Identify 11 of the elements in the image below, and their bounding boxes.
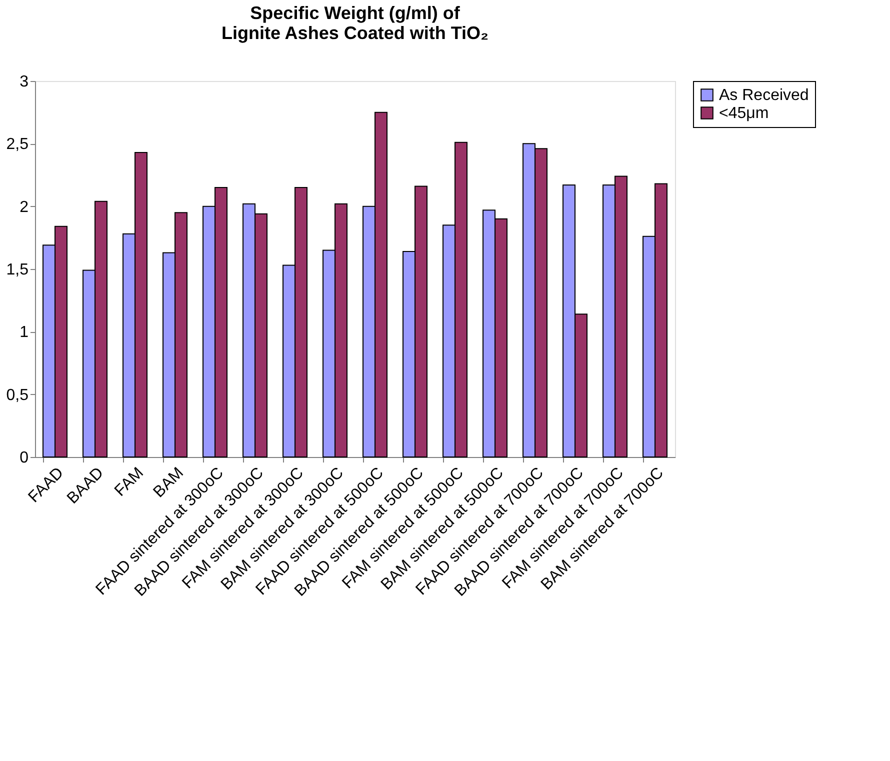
legend-label: As Received bbox=[719, 87, 809, 104]
y-tick-label: 2 bbox=[20, 198, 29, 216]
y-tick-label: 3 bbox=[20, 74, 29, 90]
text: Lignite Ashes Coated with TiO₂ bbox=[221, 23, 489, 43]
text: Specific Weight (g/ml) of bbox=[250, 3, 460, 23]
legend-label: <45μm bbox=[719, 105, 769, 122]
y-tick-label: 0,5 bbox=[6, 386, 29, 404]
y-tick-label: 1 bbox=[20, 324, 29, 342]
y-tick-label: 0 bbox=[20, 450, 29, 466]
y-tick-label: 1,5 bbox=[6, 262, 29, 278]
y-tick-label: 2,5 bbox=[6, 136, 29, 154]
